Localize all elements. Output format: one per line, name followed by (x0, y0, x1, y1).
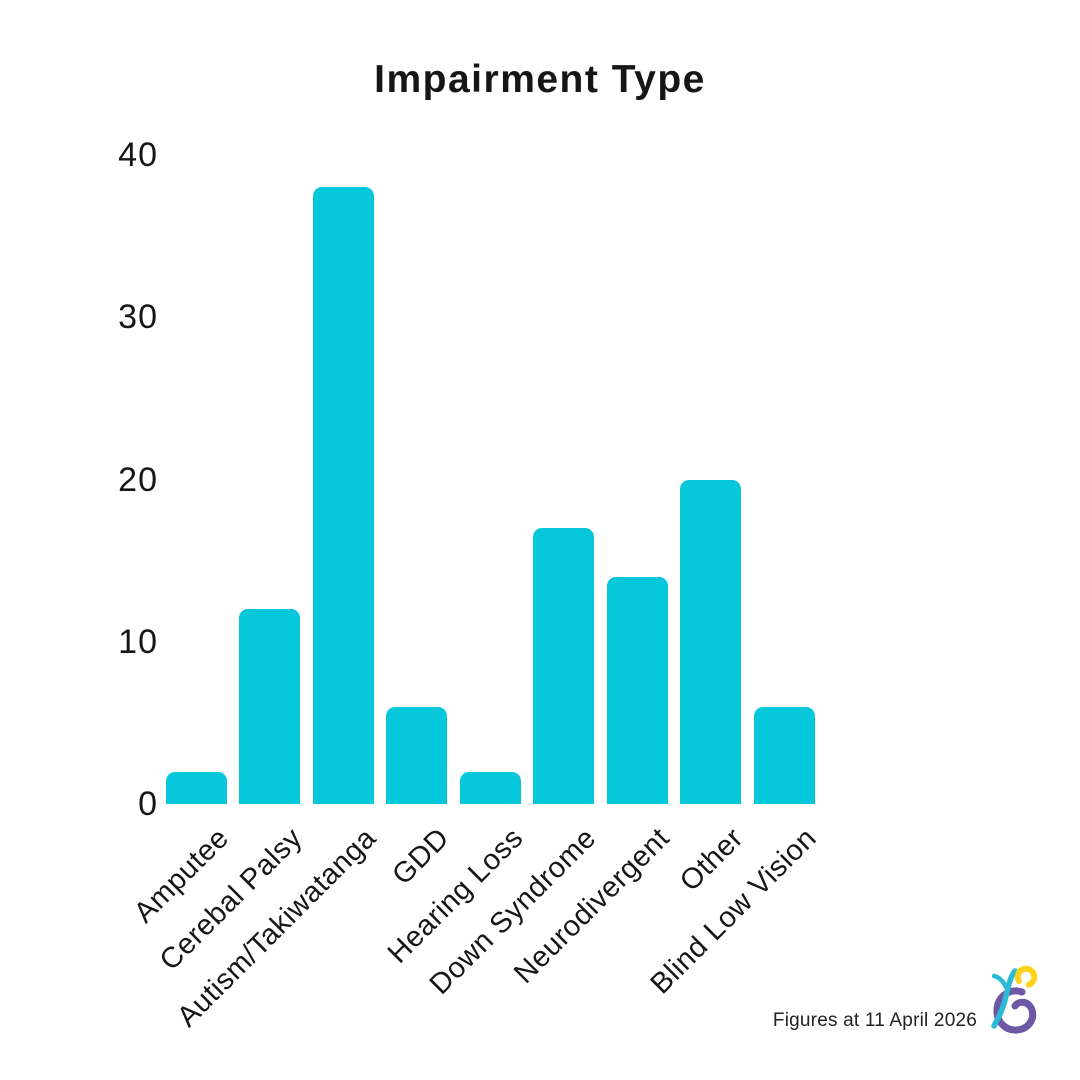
bar-other (680, 479, 741, 804)
y-tick-20: 20 (118, 460, 158, 499)
bar-hearing-loss (459, 771, 521, 804)
y-tick-0: 0 (138, 785, 158, 823)
bar-cerebal-palsy (239, 609, 300, 804)
bar-autism-takiwatanga (312, 187, 374, 804)
bar-amputee (165, 771, 227, 804)
y-tick-40: 40 (118, 136, 158, 174)
y-tick-10: 10 (118, 622, 158, 661)
bar-blind-low-vision (753, 706, 815, 804)
wheelchair-athlete-logo-icon (991, 965, 1038, 1034)
footer-note: Figures at 11 April 2026 (772, 1010, 977, 1031)
bar-gdd (386, 706, 447, 804)
chart-title: Impairment Type (374, 58, 706, 101)
bar-down-syndrome (533, 528, 594, 804)
bar-neurodivergent (606, 576, 668, 804)
y-tick-30: 30 (118, 298, 158, 337)
